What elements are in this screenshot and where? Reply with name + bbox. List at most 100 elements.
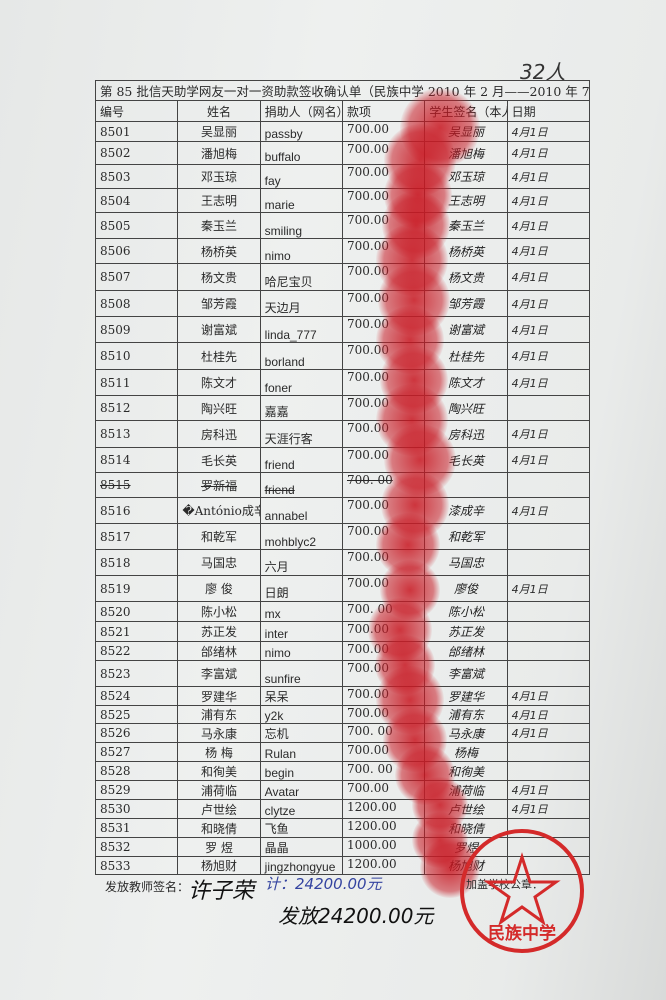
row-amount: 700.00 — [341, 121, 426, 142]
row-name: 杨 梅 — [177, 742, 261, 762]
row-id: 8501 — [94, 121, 179, 142]
row-signature: 卢世绘 — [424, 799, 508, 819]
row-signature: 浦荷临 — [424, 780, 508, 800]
row-name: 杨旭财 — [177, 856, 261, 875]
header-row: 编号 姓名 捐助人（网名） 款项 学生签名（本人签名和本人班级） 日期 — [94, 100, 591, 122]
row-amount: 700.00 — [341, 686, 426, 706]
row-donor: annabel — [259, 497, 343, 524]
row-amount: 700.00 — [341, 420, 426, 448]
row-donor: Rulan — [259, 742, 343, 762]
row-signature: 邹芳霞 — [424, 290, 508, 317]
table-row: 8527 杨 梅 Rulan 700.00 杨梅 — [94, 742, 591, 762]
row-name: 浦荷临 — [177, 780, 261, 800]
row-date: 4月1日 — [506, 705, 591, 724]
row-donor: smiling — [259, 212, 343, 239]
row-name: 和晓倩 — [177, 818, 261, 838]
table-row: 8515 罗新福 friend 700. 00 — [94, 472, 591, 498]
row-date: 4月1日 — [506, 263, 591, 291]
row-date: 4月1日 — [506, 420, 591, 448]
table-row: 8524 罗建华 呆呆 700.00 罗建华 4月1日 — [94, 686, 591, 706]
teacher-label: 发放教师签名： — [105, 880, 190, 894]
row-amount: 700. 00 — [341, 723, 426, 743]
row-id: 8518 — [94, 549, 179, 576]
row-name: 杨文贵 — [177, 263, 261, 291]
col-amount: 款项 — [341, 100, 426, 122]
row-id: 8503 — [94, 164, 179, 189]
row-amount: 700.00 — [341, 395, 426, 421]
row-id: 8527 — [94, 742, 179, 762]
row-id: 8506 — [94, 238, 179, 264]
row-signature: 吴显丽 — [424, 121, 508, 142]
col-signature: 学生签名（本人签名和本人班级） — [424, 100, 508, 122]
row-signature: 杨文贵 — [424, 263, 508, 291]
row-donor: 呆呆 — [259, 686, 343, 706]
row-amount: 700.00 — [341, 575, 426, 602]
row-amount: 700.00 — [341, 447, 426, 473]
row-amount: 700.00 — [341, 141, 426, 165]
col-donor: 捐助人（网名） — [259, 100, 343, 122]
table-row: 8506 杨桥英 nimo 700.00 杨桥英 4月1日 — [94, 238, 591, 264]
row-id: 8505 — [94, 212, 179, 239]
row-amount: 700.00 — [341, 238, 426, 264]
row-donor: buffalo — [259, 141, 343, 165]
row-signature: 陈文才 — [424, 369, 508, 396]
row-id: 8524 — [94, 686, 179, 706]
row-donor: 天边月 — [259, 290, 343, 317]
row-name: 毛长英 — [177, 447, 261, 473]
row-amount: 700.00 — [341, 212, 426, 239]
row-id: 8508 — [94, 290, 179, 317]
row-signature: 秦玉兰 — [424, 212, 508, 239]
row-id: 8513 — [94, 420, 179, 448]
row-id: 8515 — [94, 472, 179, 498]
row-date: 4月1日 — [506, 121, 591, 142]
row-name: 邹芳霞 — [177, 290, 261, 317]
row-amount: 700.00 — [341, 188, 426, 213]
row-signature: 毛长英 — [424, 447, 508, 473]
row-amount: 1200.00 — [341, 856, 426, 875]
row-date: 4月1日 — [506, 447, 591, 473]
row-date: 4月1日 — [506, 780, 591, 800]
row-name: 苏正发 — [177, 621, 261, 642]
table-row: 8513 房科迅 天涯行客 700.00 房科迅 4月1日 — [94, 420, 591, 448]
row-signature: 漆成辛 — [424, 497, 508, 524]
row-name: 王志明 — [177, 188, 261, 213]
row-signature: 廖俊 — [424, 575, 508, 602]
row-date: 4月1日 — [506, 575, 591, 602]
row-donor: friend — [259, 447, 343, 473]
table-row: 8530 卢世绘 clytze 1200.00 卢世绘 4月1日 — [94, 799, 591, 819]
row-donor: 飞鱼 — [259, 818, 343, 838]
row-donor: 天涯行客 — [259, 420, 343, 448]
row-name: 和徇美 — [177, 761, 261, 781]
row-date: 4月1日 — [506, 164, 591, 189]
table-row: 8508 邹芳霞 天边月 700.00 邹芳霞 4月1日 — [94, 290, 591, 317]
row-date: 4月1日 — [506, 342, 591, 370]
row-signature: 杨梅 — [424, 742, 508, 762]
row-id: 8530 — [94, 799, 179, 819]
table-row: 8520 陈小松 mx 700. 00 陈小松 — [94, 601, 591, 622]
row-signature: 杜桂先 — [424, 342, 508, 370]
table-row: 8511 陈文才 foner 700.00 陈文才 4月1日 — [94, 369, 591, 396]
col-id: 编号 — [94, 100, 179, 122]
row-donor: fay — [259, 164, 343, 189]
table-row: 8502 潘旭梅 buffalo 700.00 潘旭梅 4月1日 — [94, 141, 591, 165]
row-name: 浦有东 — [177, 705, 261, 724]
row-date — [506, 549, 591, 576]
row-signature: 浦有东 — [424, 705, 508, 724]
row-date: 4月1日 — [506, 141, 591, 165]
row-donor: nimo — [259, 641, 343, 661]
row-donor: 哈尼宝贝 — [259, 263, 343, 291]
row-id: 8531 — [94, 818, 179, 838]
row-amount: 700.00 — [341, 641, 426, 661]
row-date: 4月1日 — [506, 799, 591, 819]
row-date: 4月1日 — [506, 316, 591, 343]
row-date — [506, 621, 591, 642]
row-amount: 700.00 — [341, 705, 426, 724]
row-signature: 房科迅 — [424, 420, 508, 448]
row-donor: Avatar — [259, 780, 343, 800]
row-name: �António成辛 — [177, 497, 261, 524]
row-date: 4月1日 — [506, 212, 591, 239]
row-id: 8523 — [94, 660, 179, 687]
row-name: 陈文才 — [177, 369, 261, 396]
row-id: 8509 — [94, 316, 179, 343]
row-donor: marie — [259, 188, 343, 213]
